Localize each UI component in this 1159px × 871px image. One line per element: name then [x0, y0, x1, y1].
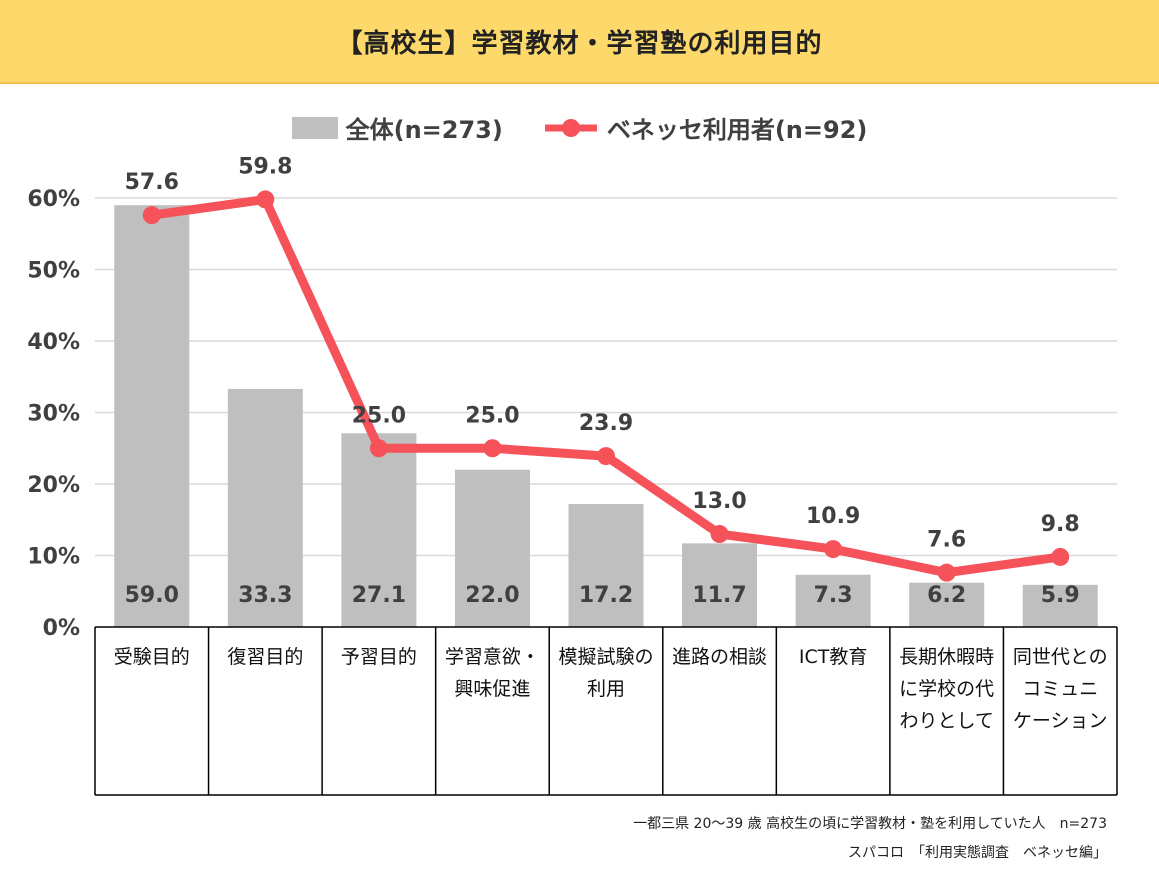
line-value-label: 7.6: [927, 528, 966, 553]
legend-label-overall: 全体(n=273): [345, 116, 503, 144]
legend-swatch-line: [544, 118, 597, 137]
legend-label-benesse: ベネッセ利用者(n=92): [606, 116, 868, 144]
bar-value-label: 22.0: [465, 583, 519, 608]
bar: [1022, 584, 1098, 627]
category-label: ICT教育: [799, 646, 867, 668]
line-point: [937, 563, 956, 582]
category-label: 長期休暇時: [899, 646, 994, 668]
line-point: [1051, 547, 1070, 566]
category-label: 受験目的: [114, 646, 190, 668]
y-tick-label: 30%: [27, 402, 80, 427]
line-value-label: 23.9: [579, 411, 633, 436]
category-label: 利用: [587, 678, 625, 700]
category-label: 予習目的: [341, 646, 417, 668]
bar: [227, 388, 303, 627]
legend-swatch-bar: [291, 116, 338, 139]
category-label: 同世代との: [1013, 646, 1108, 668]
category-label: コミュニ: [1022, 678, 1098, 700]
line-value-label: 25.0: [352, 403, 406, 428]
source-note-2: スパコロ 「利用実態調査 ベネッセ編」: [848, 845, 1107, 861]
bar: [114, 205, 190, 627]
line-value-label: 57.6: [125, 170, 179, 195]
legend-item-benesse: ベネッセ利用者(n=92): [543, 110, 868, 145]
legend: 全体(n=273) ベネッセ利用者(n=92): [0, 110, 1159, 145]
bar-value-label: 11.7: [692, 583, 746, 608]
bar: [454, 469, 530, 627]
line-value-label: 13.0: [692, 489, 746, 514]
y-tick-label: 40%: [27, 330, 80, 355]
line-point: [597, 447, 615, 466]
y-tick-label: 10%: [27, 545, 80, 570]
bar-value-label: 17.2: [579, 583, 633, 608]
title-banner: 【高校生】学習教材・学習塾の利用目的: [0, 0, 1159, 84]
bar: [682, 543, 758, 627]
bar: [909, 582, 985, 627]
line-point: [710, 525, 729, 544]
line-point: [142, 206, 161, 225]
line-point: [483, 439, 502, 458]
category-label: わりとして: [899, 710, 993, 732]
line-value-label: 9.8: [1041, 512, 1080, 537]
source-note-1: 一都三県 20～39 歳 高校生の頃に学習教材・塾を利用していた人 n=273: [633, 816, 1107, 832]
line-value-label: 10.9: [806, 504, 860, 529]
category-label: 模擬試験の: [558, 646, 653, 668]
line-value-label: 59.8: [238, 154, 292, 179]
line-point: [369, 439, 388, 458]
bar-value-label: 7.3: [814, 583, 853, 608]
category-label: ケーション: [1013, 710, 1108, 732]
bar-value-label: 5.9: [1041, 583, 1080, 608]
bar: [568, 504, 644, 627]
legend-item-overall: 全体(n=273): [291, 110, 503, 145]
y-tick-label: 0%: [43, 616, 80, 641]
bar: [795, 574, 871, 627]
y-tick-label: 20%: [27, 473, 80, 498]
category-label: 復習目的: [227, 646, 303, 668]
y-tick-label: 60%: [27, 187, 80, 212]
bar: [341, 433, 417, 627]
bar-value-label: 33.3: [238, 583, 292, 608]
category-label: 進路の相談: [672, 646, 767, 668]
bar-value-label: 6.2: [927, 583, 966, 608]
line-value-label: 25.0: [465, 403, 519, 428]
line-point: [824, 540, 843, 559]
category-label: 学習意欲・: [445, 646, 540, 668]
chart-title: 【高校生】学習教材・学習塾の利用目的: [336, 28, 823, 59]
bar-value-label: 27.1: [352, 583, 406, 608]
bar-value-label: 59.0: [125, 583, 179, 608]
line-point: [256, 190, 275, 209]
y-tick-label: 50%: [27, 259, 80, 284]
category-label: 興味促進: [454, 678, 530, 700]
category-label: に学校の代: [899, 678, 994, 700]
